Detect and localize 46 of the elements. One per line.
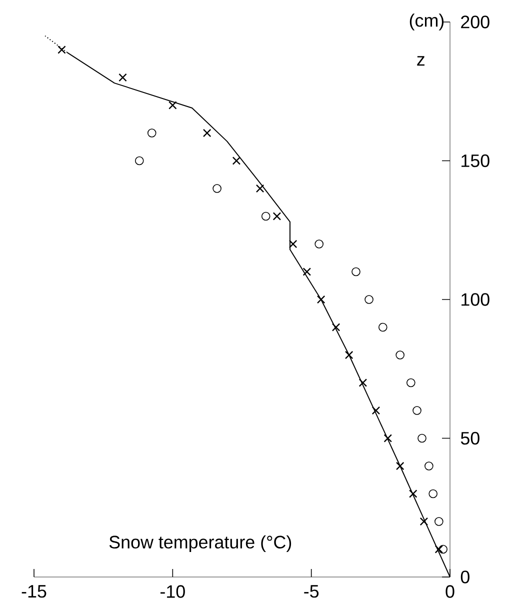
- y-tick-label: 100: [462, 293, 490, 306]
- annotation: (cm): [410, 14, 444, 30]
- point: [358, 378, 368, 387]
- point: [316, 295, 326, 304]
- point: [212, 184, 222, 193]
- point: [272, 212, 282, 220]
- point: [406, 378, 416, 388]
- y-tick-label: 0: [460, 570, 470, 584]
- point: [261, 212, 270, 221]
- point: [332, 323, 340, 332]
- y-tick-label: 150: [462, 154, 490, 168]
- point: [118, 73, 127, 82]
- point: [378, 322, 388, 332]
- point: [364, 295, 374, 304]
- point: [168, 101, 177, 110]
- x-tick-label: -15: [22, 585, 46, 598]
- point: [396, 462, 404, 470]
- point: [256, 184, 264, 193]
- point: [202, 128, 212, 138]
- point: [424, 462, 434, 470]
- x-tick-label: -10: [160, 585, 185, 598]
- x-tick-label: -5: [304, 585, 319, 598]
- point: [134, 156, 144, 166]
- point: [147, 128, 156, 138]
- point: [408, 490, 418, 498]
- point: [396, 350, 404, 360]
- x-axis-title: Snow temperature (°C): [109, 535, 292, 552]
- point: [420, 517, 428, 526]
- x-tick-label: 0: [446, 585, 454, 598]
- point: [288, 240, 298, 248]
- y-axis-title: z: [417, 56, 424, 66]
- point: [384, 434, 392, 442]
- point: [372, 406, 380, 415]
- point: [428, 489, 438, 498]
- point: [418, 434, 426, 443]
- point: [412, 406, 422, 415]
- point: [352, 267, 360, 276]
- point: [232, 156, 241, 165]
- point: [434, 517, 444, 526]
- point: [434, 545, 444, 554]
- point: [344, 350, 354, 360]
- point: [438, 544, 448, 554]
- point: [302, 268, 312, 276]
- y-tick-label: 50: [460, 432, 480, 445]
- y-tick-label: 200: [461, 16, 490, 28]
- point: [314, 240, 324, 248]
